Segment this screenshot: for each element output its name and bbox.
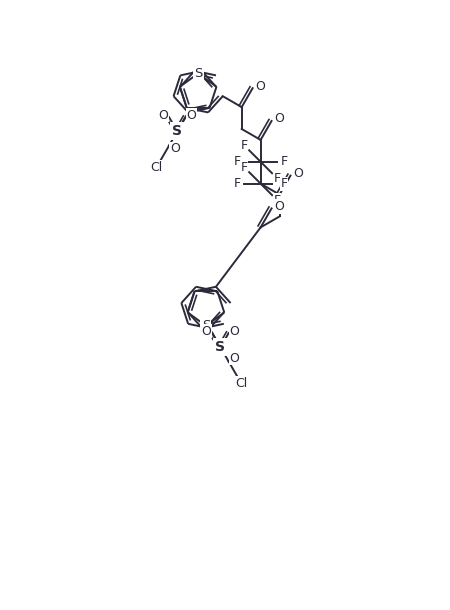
Text: O: O <box>230 352 239 365</box>
Text: S: S <box>194 67 202 80</box>
Text: O: O <box>230 325 239 337</box>
Text: S: S <box>216 340 225 354</box>
Text: O: O <box>201 325 211 337</box>
Text: F: F <box>274 172 281 185</box>
Text: O: O <box>170 142 180 156</box>
Text: F: F <box>241 139 248 152</box>
Text: O: O <box>274 200 284 213</box>
Text: S: S <box>172 124 182 138</box>
Text: O: O <box>256 80 266 93</box>
Text: F: F <box>234 156 241 168</box>
Text: O: O <box>158 109 168 121</box>
Text: F: F <box>280 156 288 168</box>
Text: F: F <box>274 193 281 207</box>
Text: O: O <box>274 112 284 126</box>
Text: F: F <box>241 160 248 174</box>
Text: Cl: Cl <box>235 377 248 390</box>
Text: Cl: Cl <box>150 161 162 174</box>
Text: S: S <box>202 319 210 332</box>
Text: F: F <box>280 177 288 190</box>
Text: F: F <box>234 177 241 190</box>
Text: O: O <box>293 167 303 180</box>
Text: O: O <box>186 109 196 121</box>
